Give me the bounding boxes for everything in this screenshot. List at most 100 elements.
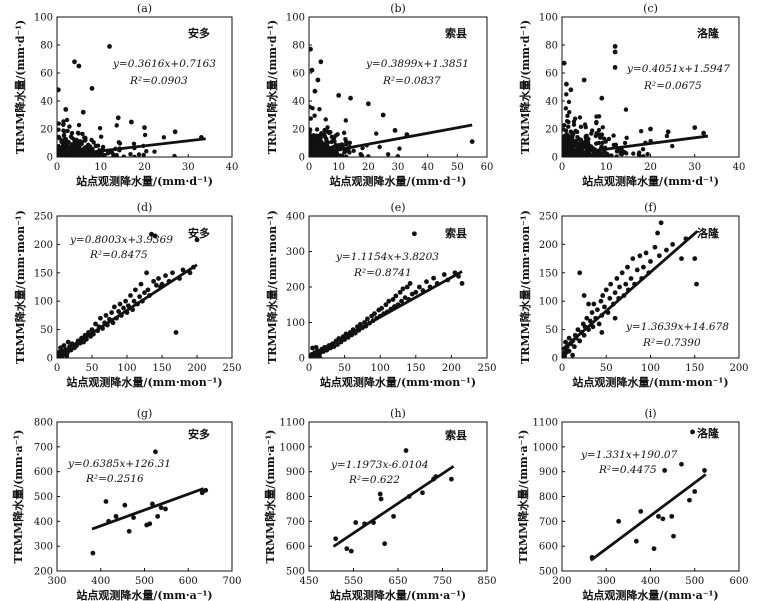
y-tick-label: 60 [292,69,305,80]
y-axis-label: TRMM降水量/(mm·mon⁻¹) [13,210,27,364]
data-point [84,154,89,157]
y-tick-label: 1100 [533,418,558,429]
regression-equation: y=1.1973x-6.0104 [330,459,429,471]
data-point [142,290,147,296]
data-point [563,144,568,149]
data-point [353,520,359,525]
data-point [121,154,126,157]
data-point [137,294,143,300]
data-point [386,298,392,304]
data-point [199,490,205,496]
station-label: 洛隆 [697,426,720,440]
regression-line [56,263,198,357]
data-point [310,345,315,351]
data-point [568,87,574,93]
data-point [131,515,136,521]
y-tick-label: 40 [292,97,305,108]
data-point [622,149,627,155]
scatter-points [562,44,706,157]
regression-line [91,487,205,531]
data-point [582,122,588,127]
panel-label: (f) [644,201,657,214]
data-point [390,297,396,302]
data-point [93,321,98,327]
data-point [607,295,613,301]
data-point [391,513,396,519]
data-point [589,153,595,157]
data-point [117,141,123,146]
data-point [616,518,622,524]
data-point [400,286,406,292]
data-point [378,496,384,502]
data-point [402,295,408,301]
panel-h: 450 550 650 750 850 500 600 700 800 900 1000 1100 (h… [263,407,497,601]
data-point [72,139,77,144]
data-point [317,138,323,144]
y-tick-label: 700 [539,517,558,528]
data-point [594,120,599,126]
data-point [628,276,634,281]
data-point [420,490,425,496]
data-point [692,256,698,261]
data-point [125,303,131,309]
y-tick-label: 60 [545,69,558,80]
data-point [365,101,371,107]
y-tick-label: 200 [34,240,53,251]
y-axis-label: TRMM降水量/(mm·a⁻¹) [11,430,25,564]
data-point [562,147,567,153]
y-tick-label: 500 [539,567,558,578]
plot-frame [56,215,233,359]
data-point [98,315,103,321]
data-point [687,497,692,503]
data-point [342,150,347,155]
x-tick-label: 600 [729,576,748,587]
data-point [358,151,363,157]
data-point [618,151,623,157]
data-point [335,342,340,347]
data-point [333,154,338,157]
data-point [655,230,660,236]
data-point [562,127,566,132]
data-point [600,293,606,298]
data-point [633,538,639,544]
data-point [596,127,602,133]
data-point [66,139,71,145]
x-tick-label: 200 [729,363,748,374]
regression-equation: y=0.6385x+126.31 [67,458,171,470]
station-label: 安多 [188,26,210,40]
panel-a: 0 10 20 30 40 0 20 40 60 80 100 (a) 站点观测降水量/(mm·d⁻¹)… [13,2,238,188]
x-tick-label: 150 [685,363,704,374]
y-tick-label: 0 [299,153,305,164]
data-point [117,301,123,307]
data-point [128,151,133,157]
y-tick-label: 100 [34,297,53,308]
panel-c: 0 10 20 30 40 0 20 40 60 80 100 (c) 站点观测降水量/(mm·d⁻¹)… [518,2,745,188]
y-axis-label: TRMM降水量/(mm·mon⁻¹) [265,210,279,364]
data-point [679,256,684,261]
x-tick-label: 600 [179,576,198,587]
data-point [67,124,72,129]
data-point [149,501,155,507]
regression-line [561,134,709,157]
regression-equation: y=0.4051x+1.5947 [626,63,730,75]
data-point [656,513,661,519]
data-point [567,109,572,115]
y-tick-label: 20 [40,125,53,136]
data-point [622,140,628,146]
y-tick-label: 0 [299,354,305,365]
station-label: 索县 [445,428,467,442]
y-tick-label: 1100 [280,418,305,429]
data-point [645,152,650,157]
data-point [351,148,356,153]
data-point [163,506,168,512]
y-tick-label: 600 [34,467,53,478]
data-point [566,124,571,129]
data-point [563,106,569,111]
data-point [170,270,175,276]
panel-label: (c) [643,2,658,15]
data-point [578,124,584,130]
data-point [122,502,128,508]
x-tick-label: 400 [641,576,660,587]
data-point [379,305,385,311]
